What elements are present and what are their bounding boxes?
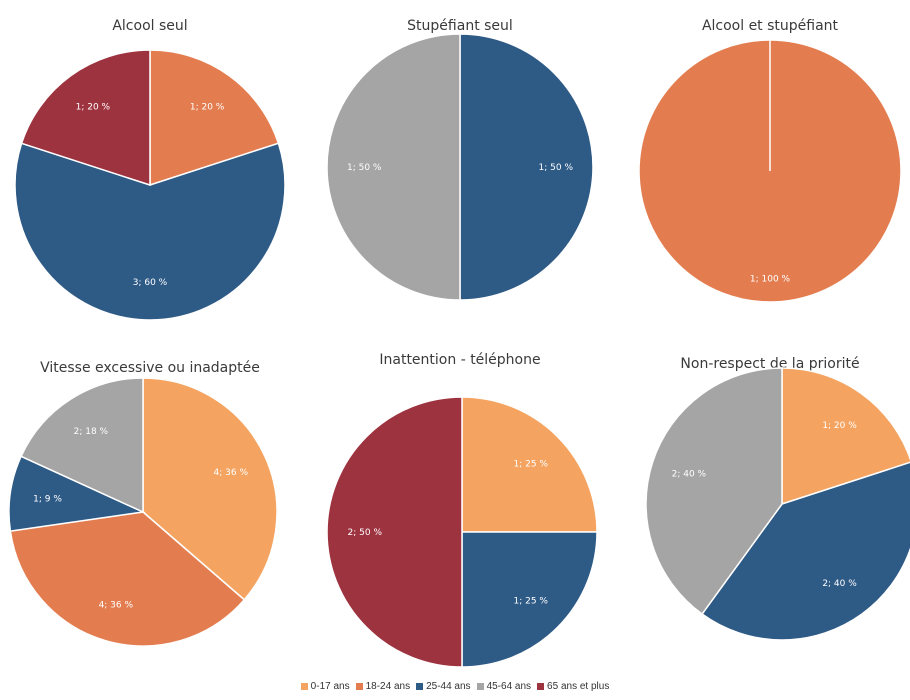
data-label: 4; 36 % xyxy=(214,468,249,478)
pie-slice-65-ans-et-plus xyxy=(326,396,463,668)
legend-label: 0-17 ans xyxy=(310,681,350,692)
data-label: 1; 20 % xyxy=(822,421,857,431)
chart-title: Vitesse excessive ou inadaptée xyxy=(40,360,260,376)
data-label: 2; 50 % xyxy=(348,528,383,538)
data-label: 1; 50 % xyxy=(347,163,382,173)
pie-slice-0-17-ans xyxy=(781,367,910,506)
pie-chart: 1; 25 % 1; 25 % 2; 50 % xyxy=(326,396,598,668)
pie-chart: 1; 100 % xyxy=(638,39,902,303)
data-label: 1; 50 % xyxy=(539,163,574,173)
legend: 0-17 ans 18-24 ans 25-44 ans 45-64 ans 65 an… xyxy=(0,681,910,692)
chart-title: Inattention - téléphone xyxy=(379,352,541,368)
legend-swatch xyxy=(355,682,363,690)
pie-slice-0-17-ans xyxy=(461,396,598,533)
pie-panel-alcool-et-stupefiant: Alcool et stupéfiant 1; 100 % xyxy=(625,18,910,308)
data-label: 1; 100 % xyxy=(750,274,791,284)
legend-label: 45-64 ans xyxy=(486,681,532,692)
pie-slice-25-44-ans xyxy=(701,461,910,641)
pie-panel-inattention: Inattention - téléphone 1; 25 % 1; 25 % 2;… xyxy=(315,352,605,668)
legend-label: 18-24 ans xyxy=(365,681,411,692)
pie-panel-non-respect-priorite: Non-respect de la priorité 1; 20 % 2; 40 … xyxy=(625,356,910,646)
pie-slice-25-44-ans xyxy=(461,531,598,668)
pie-panel-vitesse: Vitesse excessive ou inadaptée 4; 36 % 4;… xyxy=(5,360,295,650)
pie-panel-alcool-seul: Alcool seul 1; 20 % 3; 60 % 1; 20 % xyxy=(5,18,295,321)
data-label: 1; 20 % xyxy=(76,102,111,112)
pie-slice-25-44-ans xyxy=(14,142,286,321)
pie-slice-18-24-ans xyxy=(9,511,246,647)
pie-chart: 1; 20 % 3; 60 % 1; 20 % xyxy=(14,49,286,321)
data-label: 4; 36 % xyxy=(99,601,134,611)
chart-title: Stupéfiant seul xyxy=(407,18,513,34)
legend-item-65-ans-et-plus: 65 ans et plus xyxy=(537,681,609,692)
legend-swatch xyxy=(537,682,545,690)
legend-swatch xyxy=(300,682,308,690)
pie-slice-0-17-ans xyxy=(142,377,278,601)
legend-swatch xyxy=(476,682,484,690)
pie-chart: 1; 50 % 1; 50 % xyxy=(326,33,594,301)
legend-item-0-17-ans: 0-17 ans xyxy=(300,681,350,692)
pie-slice-45-64-ans xyxy=(20,377,144,514)
data-label: 1; 9 % xyxy=(33,494,62,504)
pie-slice-45-64-ans xyxy=(645,367,783,616)
pie-slice-45-64-ans xyxy=(326,33,461,301)
legend-label: 25-44 ans xyxy=(426,681,471,692)
legend-label: 65 ans et plus xyxy=(547,681,610,692)
pie-chart: 1; 20 % 2; 40 % 2; 40 % xyxy=(645,367,910,641)
data-label: 2; 40 % xyxy=(672,470,707,480)
data-label: 2; 40 % xyxy=(822,579,857,589)
data-label: 1; 25 % xyxy=(513,459,548,469)
legend-item-18-24-ans: 18-24 ans xyxy=(355,681,411,692)
chart-title: Alcool et stupéfiant xyxy=(701,18,839,34)
legend-item-25-44-ans: 25-44 ans xyxy=(416,681,471,692)
chart-title: Alcool seul xyxy=(112,18,188,34)
data-label: 3; 60 % xyxy=(133,278,168,288)
pie-chart: 4; 36 % 4; 36 % 1; 9 % 2; 18 % xyxy=(8,377,278,647)
chart-title: Non-respect de la priorité xyxy=(680,356,860,372)
pie-slice-25-44-ans xyxy=(459,33,594,301)
legend-item-45-64-ans: 45-64 ans xyxy=(476,681,532,692)
data-label: 2; 18 % xyxy=(74,427,109,437)
pie-slice-65-ans-et-plus xyxy=(20,49,151,187)
pie-panel-stupefiant-seul: Stupéfiant seul 1; 50 % 1; 50 % xyxy=(315,18,605,308)
pie-slice-18-24-ans xyxy=(149,49,280,187)
data-label: 1; 20 % xyxy=(190,102,225,112)
data-label: 1; 25 % xyxy=(513,597,548,607)
legend-swatch xyxy=(416,682,424,690)
